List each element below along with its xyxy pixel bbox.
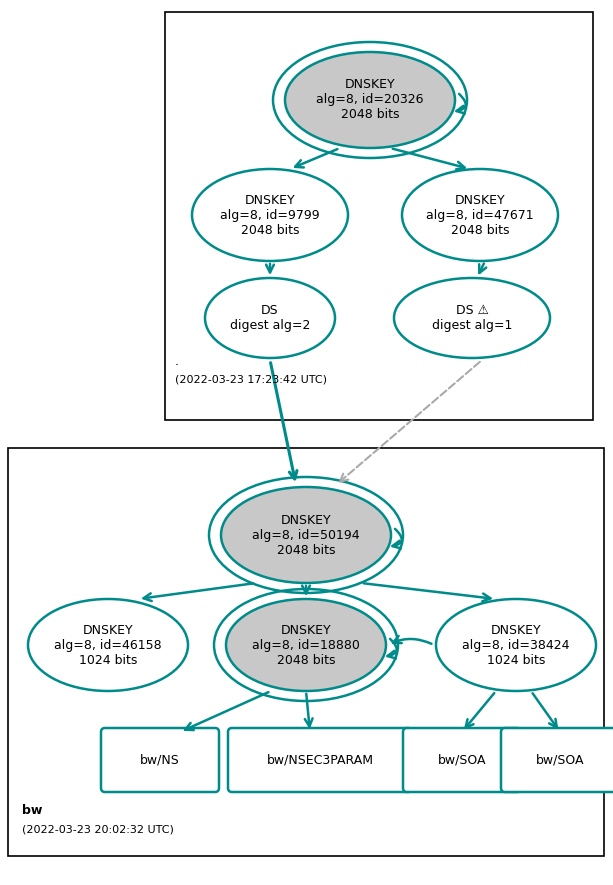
FancyBboxPatch shape (501, 728, 613, 792)
Text: DNSKEY
alg=8, id=46158
1024 bits: DNSKEY alg=8, id=46158 1024 bits (54, 624, 162, 666)
Text: bw/SOA: bw/SOA (438, 753, 486, 766)
Ellipse shape (205, 278, 335, 358)
Bar (165, 12, 593, 420)
Ellipse shape (28, 599, 188, 691)
FancyBboxPatch shape (228, 728, 412, 792)
FancyBboxPatch shape (101, 728, 219, 792)
Ellipse shape (226, 599, 386, 691)
Text: DS
digest alg=2: DS digest alg=2 (230, 304, 310, 332)
Text: DNSKEY
alg=8, id=20326
2048 bits: DNSKEY alg=8, id=20326 2048 bits (316, 79, 424, 121)
Text: .: . (175, 355, 179, 368)
FancyBboxPatch shape (403, 728, 521, 792)
Ellipse shape (436, 599, 596, 691)
Text: DNSKEY
alg=8, id=50194
2048 bits: DNSKEY alg=8, id=50194 2048 bits (252, 513, 360, 557)
Text: (2022-03-23 20:02:32 UTC): (2022-03-23 20:02:32 UTC) (22, 824, 174, 834)
Text: DNSKEY
alg=8, id=18880
2048 bits: DNSKEY alg=8, id=18880 2048 bits (252, 624, 360, 666)
Text: DNSKEY
alg=8, id=9799
2048 bits: DNSKEY alg=8, id=9799 2048 bits (220, 194, 320, 236)
Text: bw/NSEC3PARAM: bw/NSEC3PARAM (267, 753, 373, 766)
Text: DS ⚠
digest alg=1: DS ⚠ digest alg=1 (432, 304, 512, 332)
Text: bw: bw (22, 804, 42, 817)
Text: bw/SOA: bw/SOA (536, 753, 584, 766)
Text: bw/NS: bw/NS (140, 753, 180, 766)
Text: (2022-03-23 17:23:42 UTC): (2022-03-23 17:23:42 UTC) (175, 374, 327, 384)
Ellipse shape (402, 169, 558, 261)
Text: DNSKEY
alg=8, id=38424
1024 bits: DNSKEY alg=8, id=38424 1024 bits (462, 624, 569, 666)
Ellipse shape (394, 278, 550, 358)
Ellipse shape (192, 169, 348, 261)
Ellipse shape (285, 52, 455, 148)
Text: DNSKEY
alg=8, id=47671
2048 bits: DNSKEY alg=8, id=47671 2048 bits (426, 194, 534, 236)
Bar (8, 448, 604, 856)
Ellipse shape (221, 487, 391, 583)
